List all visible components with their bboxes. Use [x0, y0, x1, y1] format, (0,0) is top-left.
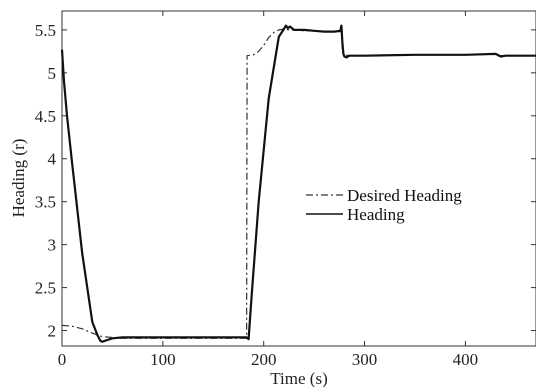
x-tick-label: 300: [352, 350, 378, 369]
legend: Desired Heading Heading: [306, 186, 462, 224]
y-tick-label: 5.5: [35, 21, 56, 40]
x-tick-label: 400: [453, 350, 479, 369]
series-line-heading: [60, 24, 536, 343]
y-axis: 2 2.5 3 3.5 4 4.5 5 5.5: [35, 21, 536, 341]
y-tick-label: 4.5: [35, 107, 56, 126]
x-axis-label: Time (s): [270, 369, 327, 387]
series-line-desired-heading: [61, 28, 536, 339]
y-tick-label: 3.5: [35, 193, 56, 212]
y-axis-label: Heading (r): [9, 139, 28, 218]
y-tick-label: 2.5: [35, 279, 56, 298]
x-tick-label: 200: [251, 350, 277, 369]
y-tick-label: 3: [48, 236, 57, 255]
y-tick-label: 2: [48, 322, 57, 341]
x-tick-label: 0: [58, 350, 67, 369]
legend-label-desired-heading: Desired Heading: [347, 186, 462, 205]
legend-label-heading: Heading: [347, 205, 405, 224]
y-tick-label: 5: [48, 64, 57, 83]
y-tick-label: 4: [48, 150, 57, 169]
plot-frame: [61, 10, 536, 347]
series-lines: [60, 24, 536, 343]
x-axis: 0 100 200 300 400: [58, 11, 478, 369]
x-tick-label: 100: [150, 350, 176, 369]
